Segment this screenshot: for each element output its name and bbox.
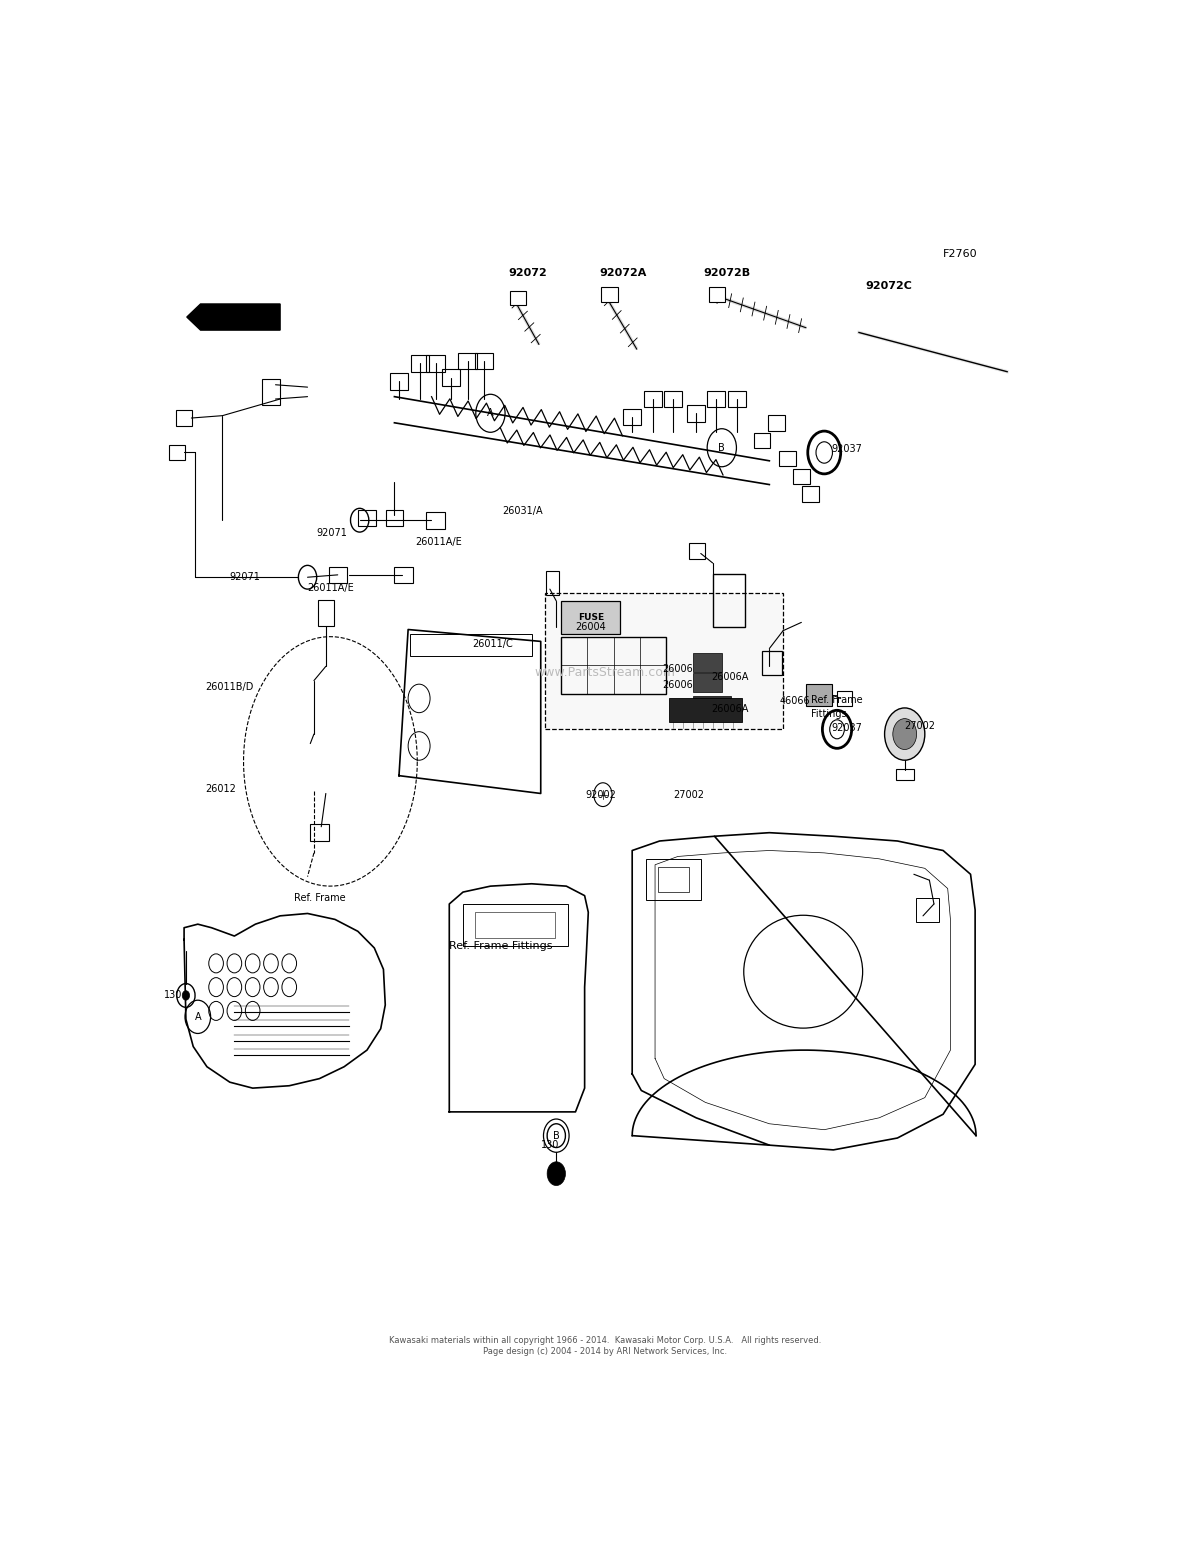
Circle shape: [182, 991, 190, 1000]
Bar: [916, 898, 938, 921]
Bar: [707, 390, 726, 407]
Bar: [358, 509, 376, 526]
Bar: [328, 566, 347, 583]
Circle shape: [885, 708, 925, 761]
Bar: [780, 451, 795, 466]
Text: 26011B/D: 26011B/D: [205, 682, 254, 691]
Bar: [310, 824, 328, 841]
Bar: [474, 353, 493, 369]
Bar: [601, 287, 617, 301]
Text: 92002: 92002: [585, 790, 616, 799]
Bar: [623, 409, 641, 426]
Bar: [689, 543, 706, 560]
Bar: [463, 904, 568, 946]
Bar: [657, 867, 689, 892]
Bar: [386, 509, 402, 526]
Text: 26031/A: 26031/A: [503, 506, 543, 515]
Text: Kawasaki materials within all copyright 1966 - 2014.  Kawasaki Motor Corp. U.S.A: Kawasaki materials within all copyright …: [388, 1336, 821, 1344]
Bar: [317, 600, 334, 626]
Bar: [768, 415, 785, 430]
Text: 26006: 26006: [662, 663, 693, 674]
Text: 92072A: 92072A: [599, 268, 647, 278]
Text: 26006A: 26006A: [710, 673, 748, 682]
Text: www.PartsStream.com: www.PartsStream.com: [535, 665, 675, 679]
Text: F2760: F2760: [943, 248, 978, 259]
Text: Ref. Frame: Ref. Frame: [811, 694, 863, 705]
Bar: [709, 287, 726, 301]
Bar: [762, 651, 782, 674]
Text: 46066: 46066: [780, 696, 811, 705]
Bar: [802, 486, 819, 501]
Text: 27002: 27002: [674, 790, 704, 799]
Text: 27002: 27002: [905, 721, 936, 731]
Text: B: B: [719, 443, 726, 452]
Bar: [896, 768, 913, 781]
Text: 92072C: 92072C: [865, 281, 912, 292]
Text: 26011/C: 26011/C: [472, 639, 513, 648]
Bar: [837, 691, 852, 707]
Text: 26011A/E: 26011A/E: [415, 537, 463, 546]
Bar: [793, 469, 809, 485]
Text: Page design (c) 2004 - 2014 by ARI Network Services, Inc.: Page design (c) 2004 - 2014 by ARI Netwo…: [483, 1347, 727, 1356]
Bar: [426, 512, 445, 529]
Bar: [560, 600, 621, 634]
Text: Ref. Frame: Ref. Frame: [294, 893, 346, 903]
Bar: [411, 355, 430, 372]
Bar: [442, 369, 460, 386]
Bar: [426, 355, 445, 372]
Bar: [510, 292, 526, 306]
Text: 26006A: 26006A: [710, 704, 748, 714]
Text: FRONT: FRONT: [214, 312, 256, 322]
Bar: [545, 593, 784, 730]
Bar: [474, 912, 556, 938]
Bar: [687, 404, 706, 421]
Bar: [728, 390, 747, 407]
Bar: [560, 637, 666, 694]
Bar: [645, 859, 701, 901]
Text: Fittings: Fittings: [811, 708, 846, 719]
Circle shape: [548, 1162, 565, 1185]
Polygon shape: [186, 304, 280, 330]
Text: FUSE: FUSE: [578, 613, 604, 622]
Bar: [644, 390, 662, 407]
Text: 130: 130: [540, 1140, 559, 1150]
Bar: [458, 353, 477, 369]
Bar: [754, 434, 771, 449]
Text: 92071: 92071: [316, 528, 348, 539]
Text: 92072: 92072: [509, 268, 548, 278]
Text: 130: 130: [164, 991, 182, 1000]
Bar: [169, 444, 185, 460]
Bar: [693, 696, 730, 714]
Text: A: A: [195, 1012, 201, 1021]
Circle shape: [893, 719, 917, 750]
Bar: [546, 571, 559, 596]
Text: B: B: [553, 1131, 559, 1140]
Bar: [176, 410, 192, 426]
Text: 92037: 92037: [832, 444, 863, 454]
Bar: [389, 373, 408, 389]
Text: A: A: [487, 409, 493, 418]
Bar: [669, 699, 742, 722]
Text: 92071: 92071: [230, 572, 261, 582]
Bar: [262, 380, 280, 404]
Text: 92037: 92037: [832, 724, 863, 733]
Text: 26004: 26004: [576, 622, 607, 633]
Bar: [409, 634, 531, 656]
Text: 26012: 26012: [205, 784, 236, 793]
Text: 92072B: 92072B: [703, 268, 750, 278]
Text: Ref. Frame Fittings: Ref. Frame Fittings: [450, 941, 552, 950]
Bar: [394, 566, 413, 583]
Bar: [713, 574, 745, 626]
Bar: [806, 684, 832, 705]
Bar: [693, 673, 722, 693]
Text: 26006: 26006: [662, 680, 693, 690]
Text: 26011A/E: 26011A/E: [308, 583, 354, 593]
Bar: [664, 390, 682, 407]
Bar: [693, 653, 722, 673]
